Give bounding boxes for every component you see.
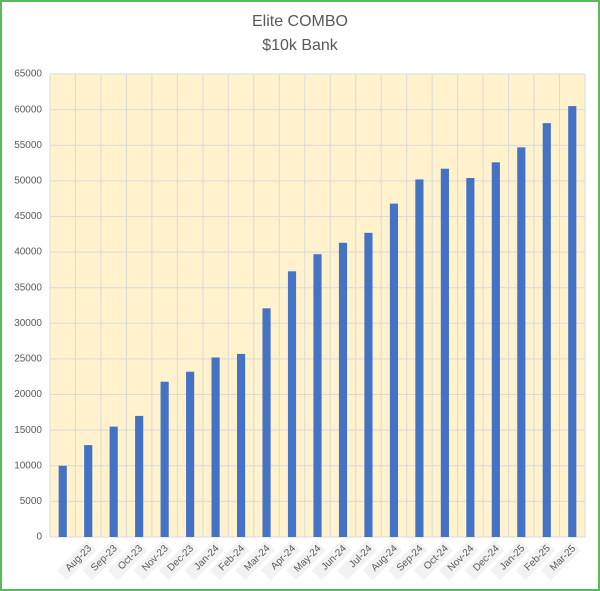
x-tick-label-bg <box>82 540 123 581</box>
bar <box>338 242 348 537</box>
bar <box>389 203 399 537</box>
x-tick-label-bg <box>133 540 174 581</box>
bar <box>236 353 246 537</box>
y-tick-label: 25000 <box>14 354 42 365</box>
bar <box>568 106 577 538</box>
chart-title: Elite COMBO <box>252 13 348 30</box>
x-tick-label-bg <box>56 540 97 581</box>
y-tick-label: 0 <box>36 532 42 543</box>
x-tick-label-bg <box>235 540 275 581</box>
x-tick-label-bg <box>541 540 581 581</box>
x-tick-label-bg <box>413 540 454 581</box>
x-tick-label-bg <box>209 540 250 581</box>
bar <box>186 371 195 537</box>
x-tick-label-bg <box>286 540 326 581</box>
y-tick-label: 5000 <box>20 496 43 507</box>
bar <box>491 162 500 537</box>
bar <box>415 179 424 537</box>
bar <box>313 254 322 537</box>
bar <box>440 168 449 537</box>
x-tick-label-bg <box>107 540 148 581</box>
bar <box>160 381 169 537</box>
y-tick-label: 40000 <box>14 247 42 258</box>
bar <box>84 445 93 537</box>
y-tick-label: 60000 <box>14 104 42 115</box>
bar <box>466 177 475 537</box>
y-tick-label: 15000 <box>14 425 42 436</box>
y-tick-label: 10000 <box>14 460 42 471</box>
y-tick-label: 30000 <box>14 318 42 329</box>
bar <box>542 123 551 537</box>
bar <box>109 426 118 537</box>
y-tick-label: 55000 <box>14 140 42 151</box>
bar <box>135 415 144 537</box>
x-tick-label-bg <box>490 540 530 581</box>
bar <box>58 465 67 537</box>
x-tick-label-bg <box>158 540 199 581</box>
x-tick-label-bg <box>439 540 479 581</box>
x-tick-label-bg <box>388 540 428 581</box>
x-tick-label-bg <box>260 540 301 581</box>
y-tick-label: 45000 <box>14 211 42 222</box>
bar <box>517 147 526 538</box>
y-tick-label: 65000 <box>14 69 42 80</box>
x-tick-label-bg <box>464 540 505 581</box>
bar <box>364 232 373 538</box>
y-tick-label: 50000 <box>14 175 42 186</box>
bar <box>211 357 220 537</box>
chart-subtitle: $10k Bank <box>262 37 339 54</box>
x-tick-label-bg <box>515 540 556 581</box>
x-tick-label-bg <box>184 540 224 581</box>
y-tick-label: 20000 <box>14 389 42 400</box>
x-tick-label-bg <box>311 540 352 581</box>
bar <box>262 308 271 537</box>
x-tick-label-bg <box>362 540 403 581</box>
bar <box>287 271 297 537</box>
x-tick-label-bg <box>337 540 377 581</box>
y-tick-label: 35000 <box>14 282 42 293</box>
